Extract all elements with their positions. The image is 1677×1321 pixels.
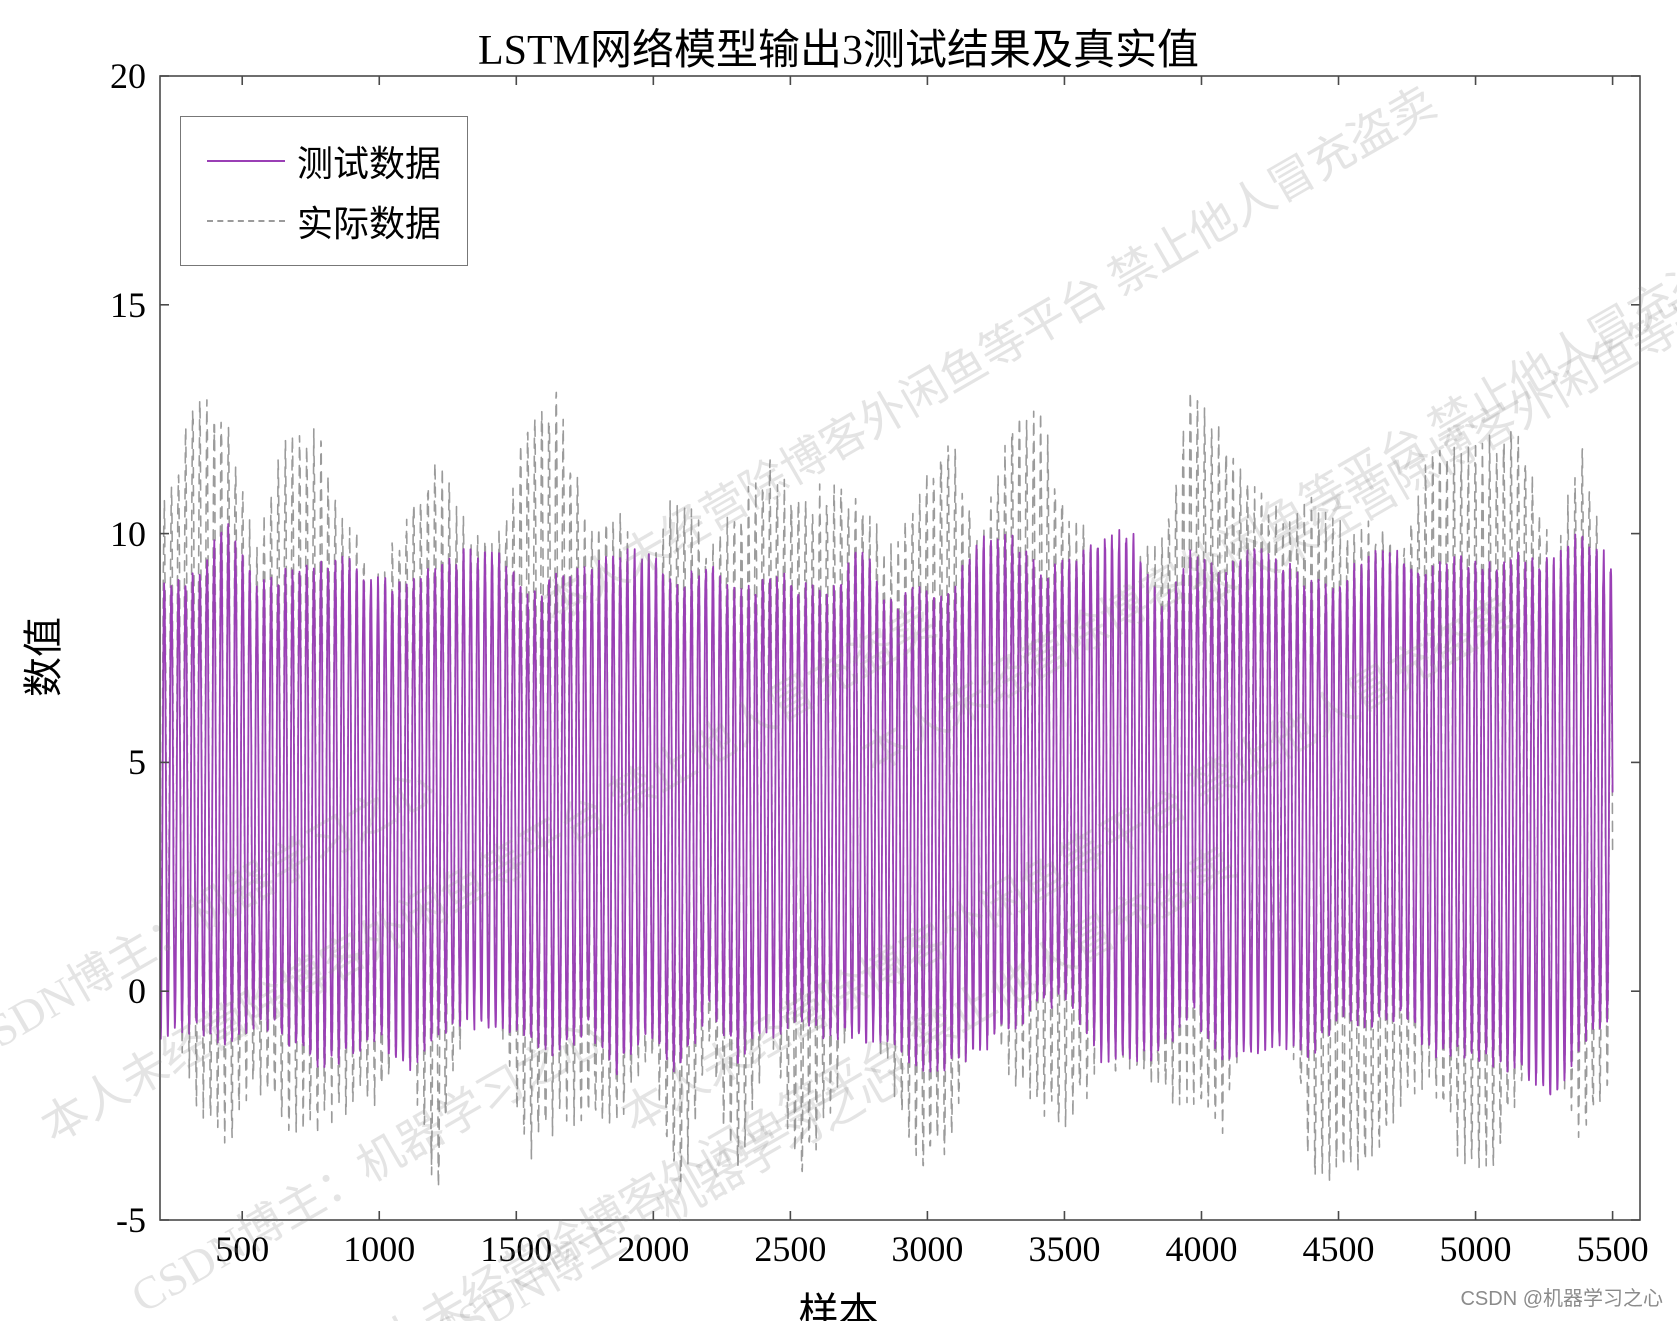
legend-label-test: 测试数据	[297, 135, 441, 187]
attribution-text: CSDN @机器学习之心	[1460, 1282, 1663, 1311]
x-tick-label: 500	[215, 1228, 269, 1270]
x-tick-label: 5000	[1440, 1228, 1512, 1270]
x-tick-label: 4000	[1165, 1228, 1237, 1270]
legend-swatch-test	[207, 149, 285, 173]
x-tick-label: 3500	[1028, 1228, 1100, 1270]
legend-label-actual: 实际数据	[297, 195, 441, 247]
x-tick-label: 3000	[891, 1228, 963, 1270]
y-tick-label: 15	[110, 284, 146, 326]
legend-swatch-actual	[207, 209, 285, 233]
x-tick-label: 2000	[617, 1228, 689, 1270]
legend-item-test: 测试数据	[195, 131, 453, 191]
x-tick-label: 4500	[1303, 1228, 1375, 1270]
figure: LSTM网络模型输出3测试结果及真实值 数值 样本 50010001500200…	[0, 0, 1677, 1321]
series-test	[146, 524, 1612, 1095]
y-tick-label: -5	[116, 1199, 146, 1241]
x-tick-label: 1000	[343, 1228, 415, 1270]
x-tick-label: 5500	[1577, 1228, 1649, 1270]
y-tick-label: 0	[128, 970, 146, 1012]
y-tick-label: 20	[110, 55, 146, 97]
legend: 测试数据实际数据	[180, 116, 468, 266]
y-tick-label: 5	[128, 741, 146, 783]
x-tick-label: 1500	[480, 1228, 552, 1270]
x-tick-label: 2500	[754, 1228, 826, 1270]
legend-item-actual: 实际数据	[195, 191, 453, 251]
y-tick-label: 10	[110, 513, 146, 555]
